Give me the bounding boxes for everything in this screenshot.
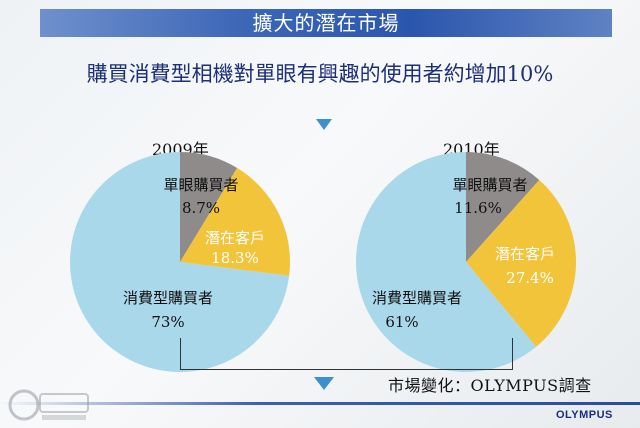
pie-slice: [466, 152, 540, 262]
footer-line: [0, 402, 640, 405]
slice-value-label: 8.7%: [182, 199, 220, 217]
title-banner: 擴大的潛在市場: [40, 9, 612, 37]
slice-value-label: 18.3%: [211, 249, 259, 267]
pie-slice: [180, 152, 238, 262]
down-arrow-icon: [314, 377, 334, 390]
source-note: 市場變化：OLYMPUS調查: [388, 376, 592, 395]
pie-slice: [70, 152, 290, 372]
slice-value-label: 11.6%: [454, 199, 502, 217]
subtitle: 購買消費型相機對單眼有興趣的使用者約增加10%: [86, 62, 554, 86]
slice-name-label: 潛在客戶: [495, 245, 555, 263]
slice-name-label: 消費型購買者: [123, 289, 213, 307]
pie-slice: [355, 152, 537, 373]
slice-value-label: 61%: [385, 313, 418, 331]
pie-slice: [180, 168, 291, 276]
pie-slice: [466, 179, 577, 347]
slice-name-label: 單眼購買者: [452, 176, 527, 194]
down-arrow-icon: [316, 119, 332, 130]
site-watermark-icon: [8, 389, 89, 421]
brand-logo: OLYMPUS: [556, 409, 613, 421]
slice-value-label: 27.4%: [506, 269, 554, 287]
slice-name-label: 潛在客戶: [205, 229, 265, 247]
slice-name-label: 消費型購買者: [372, 289, 462, 307]
slice-name-label: 單眼購買者: [163, 176, 238, 194]
comparison-bracket: [180, 338, 513, 370]
slice-value-label: 73%: [151, 313, 184, 331]
